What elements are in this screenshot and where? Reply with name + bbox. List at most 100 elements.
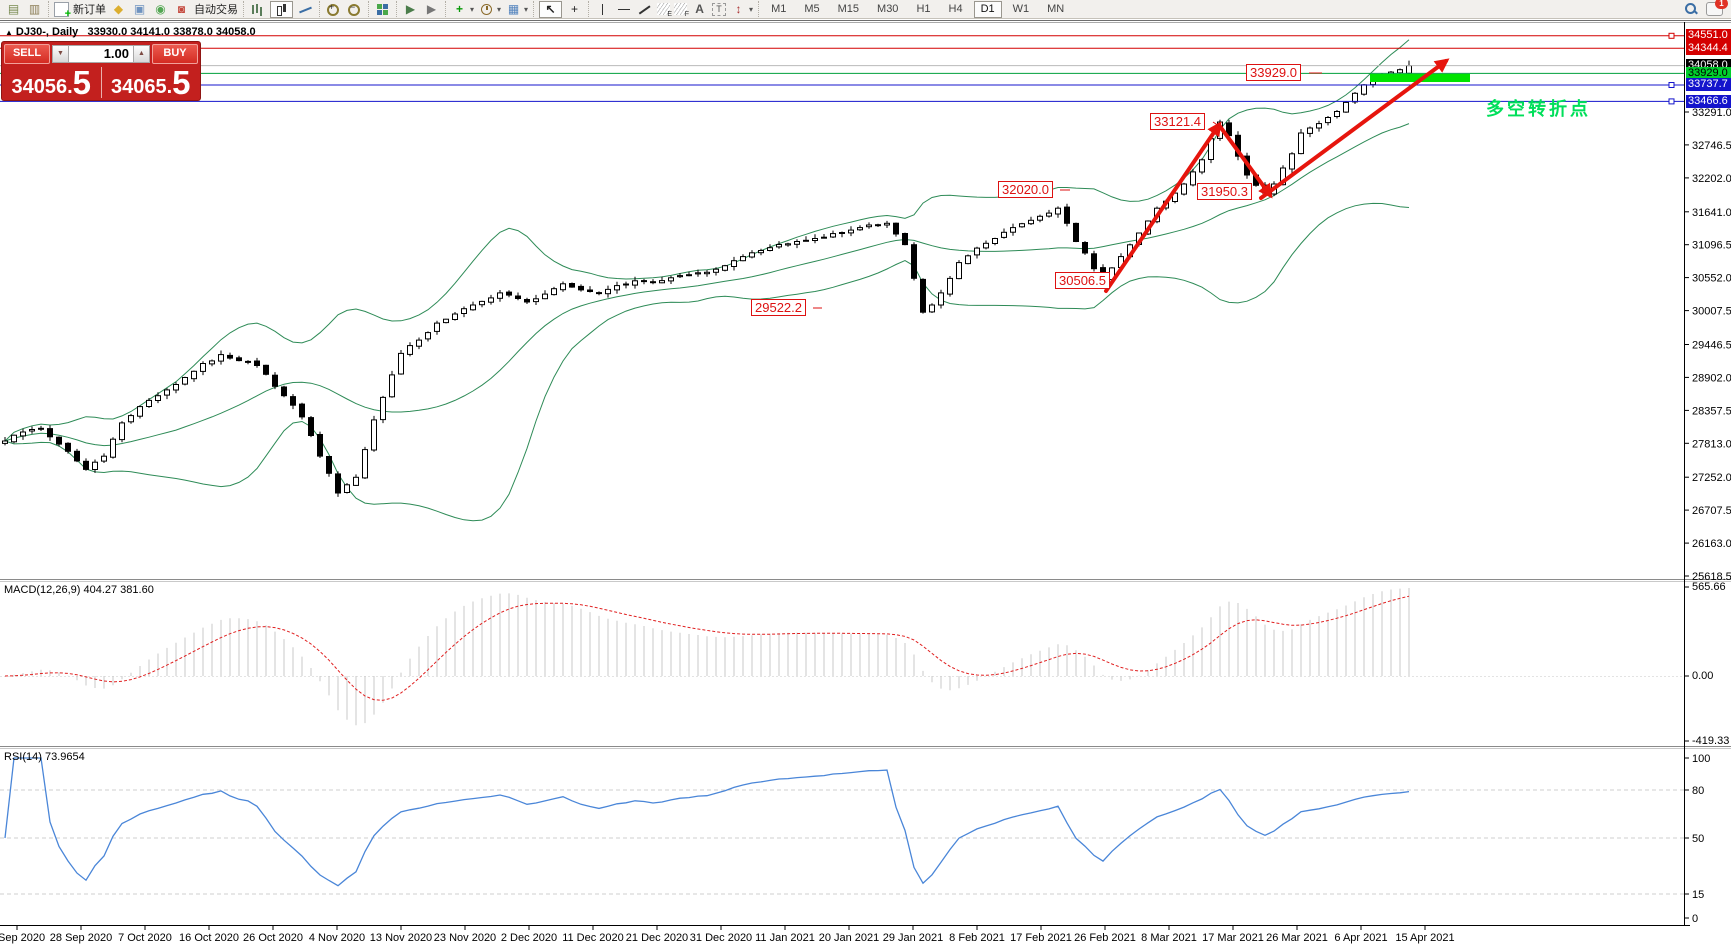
candles: [2, 60, 1412, 497]
price-level-badge: 33737.7: [1686, 78, 1731, 91]
svg-text:26707.5: 26707.5: [1692, 505, 1731, 517]
arrows-dropdown-icon[interactable]: ▾: [749, 4, 754, 14]
price-callout[interactable]: 32020.0: [998, 181, 1053, 198]
volume-stepper: ▼ ▲: [52, 44, 150, 63]
svg-text:31641.0: 31641.0: [1692, 207, 1731, 219]
templates-dropdown-icon[interactable]: ▾: [524, 4, 529, 14]
price-level-badge: 34551.0: [1686, 29, 1731, 42]
timeframe-d1-button[interactable]: D1: [973, 0, 1002, 18]
sell-button[interactable]: SELL: [4, 43, 50, 64]
timeframe-h1-button[interactable]: H1: [916, 2, 931, 15]
auto-scroll-icon[interactable]: [402, 2, 419, 17]
rsi-indicator: 100 80 50 15 0: [0, 753, 1710, 925]
svg-text:28357.5: 28357.5: [1692, 405, 1731, 417]
cursor-tool[interactable]: [539, 0, 563, 18]
profiles-icon[interactable]: [26, 2, 43, 17]
date-tick-label: 8 Feb 2021: [949, 932, 1005, 944]
indicators-dropdown-icon[interactable]: ▾: [470, 4, 475, 14]
search-icon[interactable]: [1684, 2, 1698, 16]
crosshair-icon[interactable]: [566, 2, 583, 17]
volume-input[interactable]: [69, 44, 133, 63]
line-chart-icon[interactable]: [297, 2, 314, 17]
auto-trading-icon[interactable]: [173, 2, 190, 17]
date-tick-label: 17 Feb 2021: [1010, 932, 1072, 944]
volume-increase-button[interactable]: ▲: [133, 44, 150, 63]
price-callout[interactable]: 33121.4: [1150, 113, 1205, 130]
bollinger-bands: [4, 39, 1410, 522]
terminal-icon[interactable]: [131, 2, 148, 17]
buy-price-main: 34065: [110, 76, 167, 98]
buy-button[interactable]: BUY: [152, 43, 198, 64]
templates-icon[interactable]: [505, 2, 522, 17]
toolbar-group-drawing: ▾: [588, 1, 758, 18]
arrows-tool-icon[interactable]: [730, 2, 747, 17]
periods-dropdown-icon[interactable]: ▾: [497, 4, 502, 14]
buy-price[interactable]: 34065. 5: [102, 65, 201, 100]
toolbar-group-pointer: [533, 0, 588, 18]
svg-text:565.66: 565.66: [1692, 581, 1726, 593]
text-label-tool-icon[interactable]: [712, 2, 727, 16]
chart-note-text[interactable]: 多空转折点: [1486, 99, 1591, 119]
buy-price-frac: 5: [172, 64, 191, 101]
sell-price-dot: .: [67, 76, 73, 98]
indicators-icon[interactable]: [451, 2, 468, 17]
cursor-icon: [542, 2, 559, 17]
price-callout[interactable]: 33929.0: [1246, 64, 1301, 81]
date-tick-label: 6 Apr 2021: [1334, 932, 1387, 944]
trend-arrows[interactable]: [1104, 58, 1450, 293]
new-order-button[interactable]: 新订单: [73, 4, 106, 16]
new-chart-icon[interactable]: [5, 2, 22, 17]
date-tick-label: 7 Oct 2020: [118, 932, 172, 944]
trade-widget-prices: 34056. 5 34065. 5: [2, 65, 200, 100]
svg-text:28902.0: 28902.0: [1692, 372, 1731, 384]
new-order-icon[interactable]: [54, 1, 71, 20]
news-icon[interactable]: [152, 2, 169, 17]
svg-text:25618.5: 25618.5: [1692, 571, 1731, 583]
tile-windows-icon[interactable]: [374, 2, 391, 17]
equidistant-channel-tool-icon[interactable]: [657, 3, 672, 18]
trendline-tool-icon[interactable]: [636, 2, 653, 17]
date-tick-label: 26 Mar 2021: [1266, 932, 1328, 944]
auto-trading-button[interactable]: 自动交易: [194, 4, 238, 16]
timeframe-h4-button[interactable]: H4: [948, 2, 963, 15]
toolbar-group-chart-type: [243, 0, 319, 18]
date-tick-label: 2 Dec 2020: [501, 932, 557, 944]
periods-icon[interactable]: [478, 2, 495, 17]
vertical-line-tool-icon[interactable]: [594, 2, 611, 17]
date-tick-label: 11 Dec 2020: [562, 932, 624, 944]
timeframe-m30-button[interactable]: M30: [877, 2, 899, 15]
svg-text:33291.0: 33291.0: [1692, 107, 1731, 119]
timeframe-m5-button[interactable]: M5: [804, 2, 820, 15]
chart-shift-icon[interactable]: [423, 2, 440, 17]
text-tool-icon[interactable]: [691, 2, 708, 17]
volume-decrease-button[interactable]: ▼: [52, 44, 69, 63]
price-callout[interactable]: 31950.3: [1197, 183, 1252, 200]
timeframe-m15-button[interactable]: M15: [837, 2, 860, 15]
price-callout[interactable]: 29522.2: [751, 299, 806, 316]
timeframe-m1-button[interactable]: M1: [771, 2, 787, 15]
price-level-badge: 33929.0: [1686, 67, 1731, 80]
fibonacci-tool-icon[interactable]: [674, 3, 689, 18]
bar-chart-icon[interactable]: [249, 2, 266, 17]
zoom-out-icon[interactable]: [346, 2, 363, 17]
metaeditor-icon[interactable]: [110, 2, 127, 17]
toolbar-group-objects: ▾ ▾ ▾: [445, 1, 533, 17]
horizontal-line-tool-icon[interactable]: [615, 2, 632, 17]
candlestick-chart-tool[interactable]: [270, 0, 293, 18]
date-tick-label: 13 Nov 2020: [370, 932, 432, 944]
timeframe-mn-button[interactable]: MN: [1047, 2, 1065, 15]
price-callout[interactable]: 30506.5: [1055, 272, 1110, 289]
price-level-badge: 34344.4: [1686, 42, 1731, 55]
price-axis: 33291.0 32746.5 32202.0 31641.0 31096.5 30552…: [1684, 107, 1731, 583]
sell-price[interactable]: 34056. 5: [2, 65, 101, 100]
price-level-lines[interactable]: [0, 32, 1684, 105]
timeframe-w1-button[interactable]: W1: [1012, 2, 1030, 15]
panel-borders: [0, 20, 1731, 926]
svg-text:-419.33: -419.33: [1692, 735, 1729, 747]
chart-symbol-title: ▲ DJ30-, Daily 33930.0 34141.0 33878.0 34…: [5, 26, 256, 38]
zoom-in-icon[interactable]: [325, 2, 342, 17]
one-click-trading-widget: SELL ▼ ▲ BUY 34056.5 34065.5: [1, 41, 201, 101]
chat-icon[interactable]: 1: [1706, 0, 1728, 16]
